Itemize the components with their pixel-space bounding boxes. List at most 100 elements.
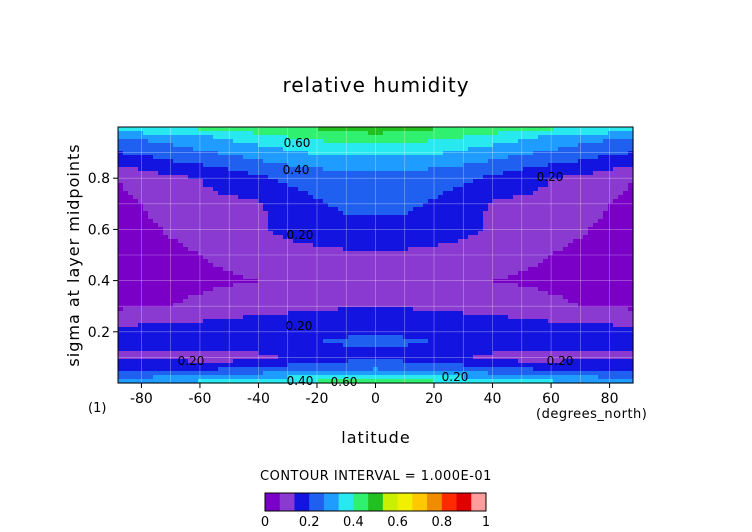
heatmap-cell [463, 355, 469, 360]
heatmap-cell [243, 259, 249, 264]
heatmap-cell [258, 195, 264, 200]
heatmap-cell [343, 287, 349, 292]
heatmap-cell [403, 279, 409, 284]
heatmap-cell [428, 155, 434, 160]
heatmap-cell [278, 259, 284, 264]
heatmap-cell [183, 283, 189, 288]
heatmap-cell [413, 227, 419, 232]
heatmap-cell [183, 343, 189, 348]
heatmap-cell [453, 131, 459, 136]
heatmap-cell [333, 247, 339, 252]
heatmap-cell [298, 359, 304, 364]
heatmap-cell [378, 187, 384, 192]
heatmap-cell [233, 235, 239, 240]
heatmap-cell [223, 143, 229, 148]
heatmap-cell [283, 299, 289, 304]
heatmap-cell [403, 319, 409, 324]
heatmap-cell [258, 231, 264, 236]
heatmap-cell [383, 127, 389, 132]
heatmap-cell [278, 267, 284, 272]
heatmap-cell [468, 251, 474, 256]
heatmap-cell [218, 179, 224, 184]
heatmap-cell [418, 287, 424, 292]
heatmap-cell [498, 271, 504, 276]
heatmap-cell [198, 187, 204, 192]
heatmap-cell [333, 243, 339, 248]
heatmap-cell [413, 367, 419, 372]
heatmap-cell [138, 267, 144, 272]
heatmap-cell [418, 255, 424, 260]
heatmap-cell [488, 179, 494, 184]
heatmap-cell [178, 375, 184, 380]
heatmap-cell [303, 375, 309, 380]
heatmap-cell [163, 239, 169, 244]
heatmap-cell [273, 347, 279, 352]
heatmap-cell [283, 347, 289, 352]
heatmap-cell [143, 139, 149, 144]
heatmap-cell [298, 147, 304, 152]
heatmap-cell [178, 167, 184, 172]
heatmap-cell [393, 267, 399, 272]
heatmap-cell [258, 247, 264, 252]
heatmap-cell [168, 371, 174, 376]
heatmap-cell [468, 263, 474, 268]
heatmap-cell [208, 147, 214, 152]
heatmap-cell [383, 259, 389, 264]
heatmap-cell [353, 147, 359, 152]
heatmap-cell [478, 319, 484, 324]
heatmap-cell [268, 219, 274, 224]
heatmap-cell [318, 171, 324, 176]
heatmap-cell [223, 307, 229, 312]
heatmap-cell [478, 287, 484, 292]
heatmap-cell [503, 359, 509, 364]
heatmap-cell [123, 219, 129, 224]
heatmap-cell [318, 287, 324, 292]
heatmap-cell [483, 175, 489, 180]
heatmap-cell [428, 199, 434, 204]
heatmap-cell [303, 247, 309, 252]
heatmap-cell [398, 379, 404, 384]
heatmap-cell [148, 175, 154, 180]
heatmap-cell [423, 207, 429, 212]
heatmap-cell [473, 159, 479, 164]
heatmap-cell [243, 159, 249, 164]
heatmap-cell [348, 343, 354, 348]
heatmap-cell [218, 195, 224, 200]
heatmap-cell [158, 163, 164, 168]
heatmap-cell [363, 183, 369, 188]
heatmap-cell [378, 307, 384, 312]
heatmap-cell [208, 219, 214, 224]
heatmap-cell [403, 367, 409, 372]
heatmap-cell [403, 307, 409, 312]
heatmap-cell [318, 339, 324, 344]
heatmap-cell [283, 295, 289, 300]
heatmap-cell [293, 255, 299, 260]
heatmap-cell [263, 331, 269, 336]
heatmap-cell [363, 299, 369, 304]
heatmap-cell [323, 283, 329, 288]
heatmap-cell [378, 371, 384, 376]
heatmap-cell [208, 307, 214, 312]
heatmap-cell [353, 315, 359, 320]
heatmap-cell [243, 155, 249, 160]
heatmap-cell [423, 219, 429, 224]
heatmap-cell [473, 251, 479, 256]
heatmap-cell [243, 151, 249, 156]
heatmap-cell [433, 135, 439, 140]
heatmap-cell [308, 287, 314, 292]
heatmap-cell [313, 299, 319, 304]
heatmap-cell [318, 239, 324, 244]
heatmap-cell [328, 359, 334, 364]
heatmap-cell [473, 199, 479, 204]
heatmap-cell [473, 223, 479, 228]
heatmap-cell [333, 183, 339, 188]
heatmap-cell [138, 287, 144, 292]
heatmap-cell [293, 379, 299, 384]
heatmap-cell [353, 211, 359, 216]
heatmap-cell [503, 299, 509, 304]
heatmap-cell [193, 247, 199, 252]
heatmap-cell [153, 167, 159, 172]
heatmap-cell [473, 371, 479, 376]
heatmap-cell [128, 251, 134, 256]
heatmap-cell [218, 243, 224, 248]
